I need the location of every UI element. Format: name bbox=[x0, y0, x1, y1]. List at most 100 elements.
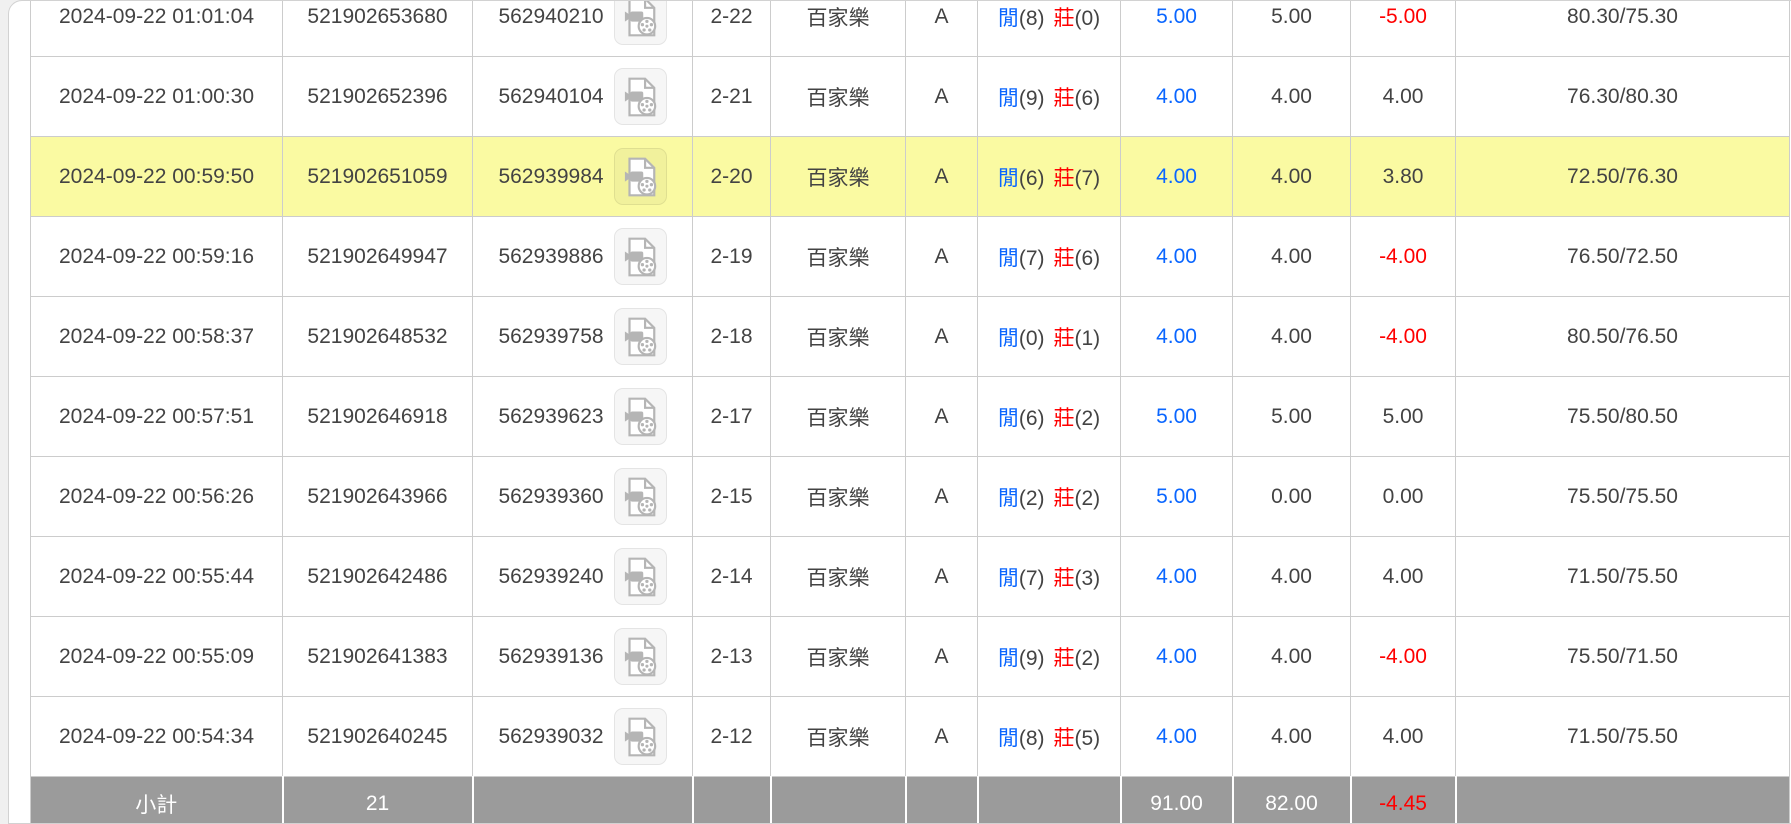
video-replay-button[interactable] bbox=[613, 148, 667, 205]
table-letter-cell: A bbox=[905, 296, 978, 377]
player-result-label: 閒 bbox=[997, 726, 1019, 750]
game-name-cell: 百家樂 bbox=[770, 136, 906, 217]
bet-amount: 4.00 bbox=[1156, 244, 1197, 268]
video-replay-button[interactable] bbox=[613, 308, 667, 365]
bet-amount: 4.00 bbox=[1156, 724, 1197, 748]
table-letter: A bbox=[934, 84, 949, 108]
win-loss-cell: 4.00 bbox=[1350, 696, 1456, 777]
bet-amount: 5.00 bbox=[1156, 404, 1197, 428]
round-number-cell: 2-21 bbox=[692, 56, 771, 137]
bet-time-cell: 2024-09-22 00:59:16 bbox=[30, 216, 283, 297]
bet-amount: 4.00 bbox=[1156, 324, 1197, 348]
table-letter: A bbox=[934, 644, 949, 668]
table-row[interactable]: 2024-09-22 01:00:30 521902652396 5629401… bbox=[30, 56, 1790, 137]
bet-amount: 5.00 bbox=[1156, 484, 1197, 508]
video-file-icon bbox=[624, 477, 656, 516]
round-number-cell: 2-22 bbox=[692, 1, 771, 57]
valid-bet: 0.00 bbox=[1271, 484, 1312, 508]
valid-bet: 4.00 bbox=[1271, 84, 1312, 108]
player-result-label: 閒 bbox=[997, 86, 1019, 110]
bet-id-cell: 521902642486 bbox=[282, 536, 473, 617]
video-replay-button[interactable] bbox=[613, 708, 667, 765]
table-row[interactable]: 2024-09-22 00:58:37 521902648532 5629397… bbox=[30, 296, 1790, 377]
player-result-label: 閒 bbox=[997, 326, 1019, 350]
game-result-cell: 閒(9) 莊(6) bbox=[977, 56, 1121, 137]
table-letter-cell: A bbox=[905, 376, 978, 457]
video-replay-button[interactable] bbox=[613, 628, 667, 685]
bet-time: 2024-09-22 00:54:34 bbox=[59, 724, 254, 748]
game-result-cell: 閒(6) 莊(7) bbox=[977, 136, 1121, 217]
game-name: 百家樂 bbox=[806, 86, 870, 110]
banker-result-label: 莊 bbox=[1053, 6, 1075, 30]
table-row[interactable]: 2024-09-22 00:59:16 521902649947 5629398… bbox=[30, 216, 1790, 297]
summary-label: 小計 bbox=[135, 794, 178, 818]
video-replay-button[interactable] bbox=[613, 1, 667, 45]
game-name-cell: 百家樂 bbox=[770, 456, 906, 537]
banker-result-score: (2) bbox=[1074, 406, 1101, 430]
table-row[interactable]: 2024-09-22 00:55:09 521902641383 5629391… bbox=[30, 616, 1790, 697]
round-number: 2-22 bbox=[710, 4, 753, 28]
video-replay-button[interactable] bbox=[613, 228, 667, 285]
round-id-cell: 562939758 bbox=[472, 296, 693, 377]
game-name: 百家樂 bbox=[806, 166, 870, 190]
bet-amount-cell: 4.00 bbox=[1120, 616, 1233, 697]
video-file-icon bbox=[624, 157, 656, 196]
player-result-score: (6) bbox=[1018, 166, 1045, 190]
game-name-cell: 百家樂 bbox=[770, 296, 906, 377]
bet-history-table: 2024-09-22 01:01:04 521902653680 5629402… bbox=[30, 1, 1790, 823]
banker-result-label: 莊 bbox=[1053, 406, 1075, 430]
table-row[interactable]: 2024-09-22 01:01:04 521902653680 5629402… bbox=[30, 1, 1790, 57]
balance: 72.50/76.30 bbox=[1567, 164, 1678, 188]
game-name: 百家樂 bbox=[806, 646, 870, 670]
game-name-cell: 百家樂 bbox=[770, 696, 906, 777]
table-row[interactable]: 2024-09-22 00:57:51 521902646918 5629396… bbox=[30, 376, 1790, 457]
bet-time: 2024-09-22 01:00:30 bbox=[59, 84, 254, 108]
table-letter-cell: A bbox=[905, 616, 978, 697]
summary-win-loss-cell: -4.45 bbox=[1349, 776, 1456, 823]
table-letter: A bbox=[934, 324, 949, 348]
bet-amount: 4.00 bbox=[1156, 644, 1197, 668]
video-replay-button[interactable] bbox=[613, 388, 667, 445]
player-result-label: 閒 bbox=[997, 406, 1019, 430]
banker-result-score: (6) bbox=[1074, 246, 1101, 270]
video-file-icon bbox=[624, 717, 656, 756]
table-row[interactable]: 2024-09-22 00:59:50 521902651059 5629399… bbox=[30, 136, 1790, 217]
summary-empty-cell bbox=[904, 776, 978, 823]
game-result-cell: 閒(7) 莊(3) bbox=[977, 536, 1121, 617]
valid-bet-cell: 0.00 bbox=[1232, 456, 1351, 537]
valid-bet-cell: 4.00 bbox=[1232, 296, 1351, 377]
valid-bet: 4.00 bbox=[1271, 164, 1312, 188]
table-letter-cell: A bbox=[905, 1, 978, 57]
game-name-cell: 百家樂 bbox=[770, 616, 906, 697]
banker-result-score: (0) bbox=[1074, 6, 1101, 30]
win-loss: -4.00 bbox=[1379, 244, 1427, 268]
game-result-cell: 閒(8) 莊(5) bbox=[977, 696, 1121, 777]
table-row[interactable]: 2024-09-22 00:56:26 521902643966 5629393… bbox=[30, 456, 1790, 537]
round-number-cell: 2-20 bbox=[692, 136, 771, 217]
video-file-icon bbox=[624, 237, 656, 276]
bet-id-cell: 521902643966 bbox=[282, 456, 473, 537]
round-number: 2-13 bbox=[710, 644, 753, 668]
round-id-cell: 562939886 bbox=[472, 216, 693, 297]
game-result-cell: 閒(2) 莊(2) bbox=[977, 456, 1121, 537]
balance: 71.50/75.50 bbox=[1567, 564, 1678, 588]
video-replay-button[interactable] bbox=[613, 548, 667, 605]
video-replay-button[interactable] bbox=[613, 68, 667, 125]
valid-bet-cell: 5.00 bbox=[1232, 1, 1351, 57]
banker-result-score: (6) bbox=[1074, 86, 1101, 110]
summary-valid-total: 82.00 bbox=[1265, 792, 1318, 816]
video-file-icon bbox=[624, 557, 656, 596]
video-replay-button[interactable] bbox=[613, 468, 667, 525]
player-result-score: (9) bbox=[1018, 86, 1045, 110]
banker-result-label: 莊 bbox=[1053, 166, 1075, 190]
bet-time: 2024-09-22 00:58:37 bbox=[59, 324, 254, 348]
table-row[interactable]: 2024-09-22 00:54:34 521902640245 5629390… bbox=[30, 696, 1790, 777]
table-row[interactable]: 2024-09-22 00:55:44 521902642486 5629392… bbox=[30, 536, 1790, 617]
history-panel: 2024-09-22 01:01:04 521902653680 5629402… bbox=[8, 0, 1791, 824]
bet-time: 2024-09-22 01:01:04 bbox=[59, 4, 254, 28]
banker-result-score: (1) bbox=[1074, 326, 1101, 350]
table-letter: A bbox=[934, 564, 949, 588]
bet-id-cell: 521902640245 bbox=[282, 696, 473, 777]
game-result-cell: 閒(9) 莊(2) bbox=[977, 616, 1121, 697]
bet-time-cell: 2024-09-22 00:54:34 bbox=[30, 696, 283, 777]
